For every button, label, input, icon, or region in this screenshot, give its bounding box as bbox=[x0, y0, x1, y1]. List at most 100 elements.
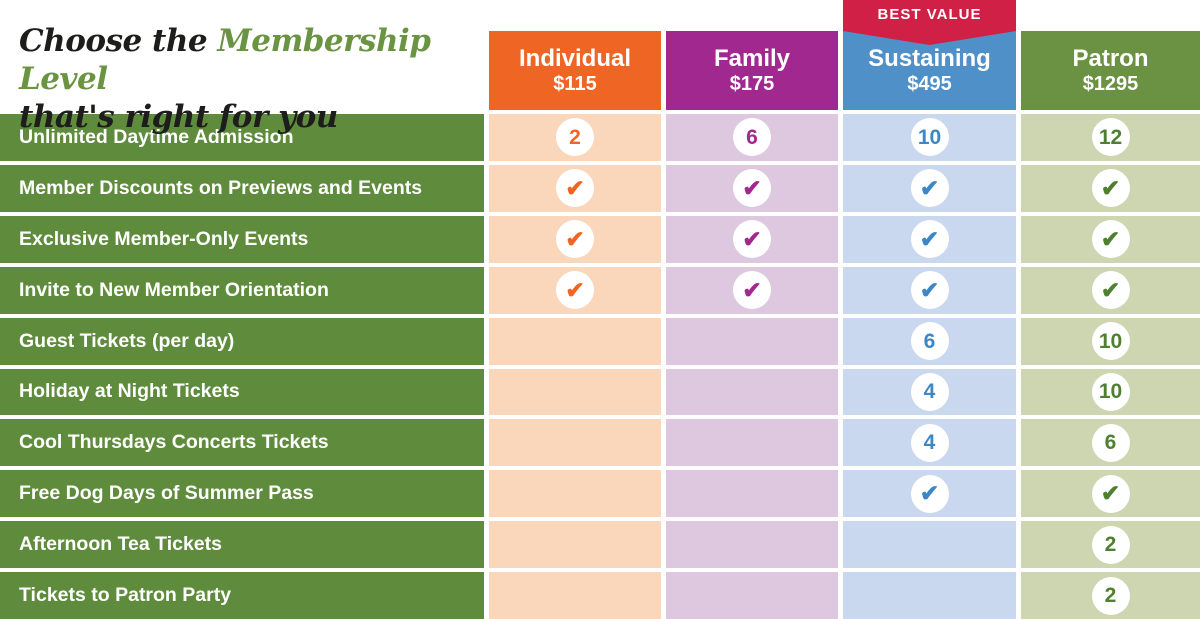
page-title: Choose the Membership Level that's right … bbox=[0, 0, 484, 136]
row-label-5: Guest Tickets (per day) bbox=[0, 317, 484, 365]
value-text: 10 bbox=[1098, 380, 1123, 404]
value-badge: ✔ bbox=[1091, 169, 1130, 208]
column-name: Family bbox=[713, 45, 791, 73]
column-header-box: Individual $115 bbox=[489, 31, 661, 110]
row-label-text: Member Discounts on Previews and Events bbox=[19, 176, 423, 199]
value-text: 6 bbox=[923, 329, 936, 353]
value-badge: ✔ bbox=[1091, 220, 1130, 259]
check-icon: ✔ bbox=[1100, 480, 1121, 507]
title-highlight: Membership Level bbox=[19, 23, 431, 97]
value-text: 10 bbox=[917, 125, 942, 149]
cell-family-row-5 bbox=[666, 317, 838, 365]
column-header-family: Family $175 bbox=[666, 0, 838, 110]
value-text: 2 bbox=[1104, 584, 1117, 608]
value-badge: ✔ bbox=[733, 169, 771, 208]
value-badge: 6 bbox=[1091, 423, 1130, 462]
check-icon: ✔ bbox=[1100, 174, 1121, 201]
cell-patron-row-10: 2 bbox=[1021, 572, 1200, 619]
cell-patron-row-8: ✔ bbox=[1021, 470, 1200, 518]
cell-patron-row-4: ✔ bbox=[1021, 266, 1200, 314]
row-label-text: Free Dog Days of Summer Pass bbox=[19, 482, 314, 505]
row-label-text: Tickets to Patron Party bbox=[19, 584, 232, 607]
check-icon: ✔ bbox=[742, 225, 762, 252]
cell-sustaining-row-6: 4 bbox=[843, 368, 1016, 416]
cell-family-row-3: ✔ bbox=[666, 215, 838, 263]
value-badge: ✔ bbox=[556, 271, 594, 310]
cell-patron-row-9: 2 bbox=[1021, 521, 1200, 569]
cell-family-row-6 bbox=[666, 368, 838, 416]
column-price: $495 bbox=[907, 72, 952, 95]
value-badge: ✔ bbox=[910, 169, 949, 208]
cell-sustaining-row-10 bbox=[843, 572, 1016, 619]
cell-patron-row-7: 6 bbox=[1021, 419, 1200, 467]
cell-individual-row-1: 2 bbox=[489, 114, 661, 161]
row-label-text: Unlimited Daytime Admission bbox=[19, 125, 294, 148]
value-badge: 4 bbox=[910, 423, 949, 462]
value-text: 4 bbox=[923, 380, 936, 404]
cell-sustaining-row-7: 4 bbox=[843, 419, 1016, 467]
row-label-text: Holiday at Night Tickets bbox=[19, 380, 240, 403]
title-suffix: that's right for you bbox=[19, 98, 338, 135]
cell-sustaining-row-5: 6 bbox=[843, 317, 1016, 365]
check-icon: ✔ bbox=[919, 174, 940, 201]
cell-individual-row-4: ✔ bbox=[489, 266, 661, 314]
cell-family-row-7 bbox=[666, 419, 838, 467]
column-name: Individual bbox=[518, 45, 631, 73]
value-badge: ✔ bbox=[1091, 271, 1130, 310]
cell-family-row-1: 6 bbox=[666, 114, 838, 161]
value-text: 10 bbox=[1098, 329, 1123, 353]
cell-patron-row-5: 10 bbox=[1021, 317, 1200, 365]
cell-individual-row-5 bbox=[489, 317, 661, 365]
row-label-1: Unlimited Daytime Admission bbox=[0, 114, 484, 161]
value-text: 2 bbox=[1104, 533, 1117, 557]
value-badge: ✔ bbox=[910, 474, 949, 513]
value-badge: ✔ bbox=[556, 220, 594, 259]
value-badge: ✔ bbox=[910, 220, 949, 259]
cell-sustaining-row-2: ✔ bbox=[843, 164, 1016, 212]
row-label-text: Guest Tickets (per day) bbox=[19, 329, 235, 352]
value-badge: 6 bbox=[910, 322, 949, 361]
value-text: 6 bbox=[1104, 431, 1117, 455]
column-header-patron: Patron $1295 bbox=[1021, 0, 1200, 110]
value-badge: 4 bbox=[910, 372, 949, 411]
value-badge: 2 bbox=[556, 118, 594, 157]
row-label-4: Invite to New Member Orientation bbox=[0, 266, 484, 314]
value-badge: 10 bbox=[1091, 322, 1130, 361]
column-price: $115 bbox=[553, 72, 597, 95]
best-value-label: BEST VALUE bbox=[877, 6, 982, 23]
row-label-text: Invite to New Member Orientation bbox=[19, 278, 329, 301]
cell-individual-row-9 bbox=[489, 521, 661, 569]
check-icon: ✔ bbox=[565, 174, 585, 201]
value-badge: 10 bbox=[1091, 372, 1130, 411]
column-header-box: Patron $1295 bbox=[1021, 31, 1200, 110]
value-badge: 2 bbox=[1091, 576, 1130, 615]
cell-family-row-8 bbox=[666, 470, 838, 518]
row-label-10: Tickets to Patron Party bbox=[0, 572, 484, 619]
value-badge: ✔ bbox=[1091, 474, 1130, 513]
value-text: 2 bbox=[569, 125, 581, 149]
cell-individual-row-10 bbox=[489, 572, 661, 619]
row-label-6: Holiday at Night Tickets bbox=[0, 368, 484, 416]
cell-sustaining-row-1: 10 bbox=[843, 114, 1016, 161]
cell-individual-row-3: ✔ bbox=[489, 215, 661, 263]
cell-patron-row-6: 10 bbox=[1021, 368, 1200, 416]
check-icon: ✔ bbox=[1100, 225, 1121, 252]
value-badge: ✔ bbox=[556, 169, 594, 208]
cell-family-row-4: ✔ bbox=[666, 266, 838, 314]
row-label-3: Exclusive Member-Only Events bbox=[0, 215, 484, 263]
column-price: $175 bbox=[729, 72, 775, 95]
row-label-text: Exclusive Member-Only Events bbox=[19, 227, 309, 250]
cell-individual-row-2: ✔ bbox=[489, 164, 661, 212]
column-header-individual: Individual $115 bbox=[489, 0, 661, 110]
cell-individual-row-6 bbox=[489, 368, 661, 416]
cell-family-row-9 bbox=[666, 521, 838, 569]
column-header-sustaining: BEST VALUE Sustaining $495 bbox=[843, 0, 1016, 110]
row-label-2: Member Discounts on Previews and Events bbox=[0, 164, 484, 212]
check-icon: ✔ bbox=[919, 276, 940, 303]
row-label-text: Afternoon Tea Tickets bbox=[19, 533, 222, 556]
check-icon: ✔ bbox=[1100, 276, 1121, 303]
check-icon: ✔ bbox=[919, 225, 940, 252]
cell-family-row-10 bbox=[666, 572, 838, 619]
cell-patron-row-2: ✔ bbox=[1021, 164, 1200, 212]
title-prefix: Choose the bbox=[19, 23, 218, 59]
